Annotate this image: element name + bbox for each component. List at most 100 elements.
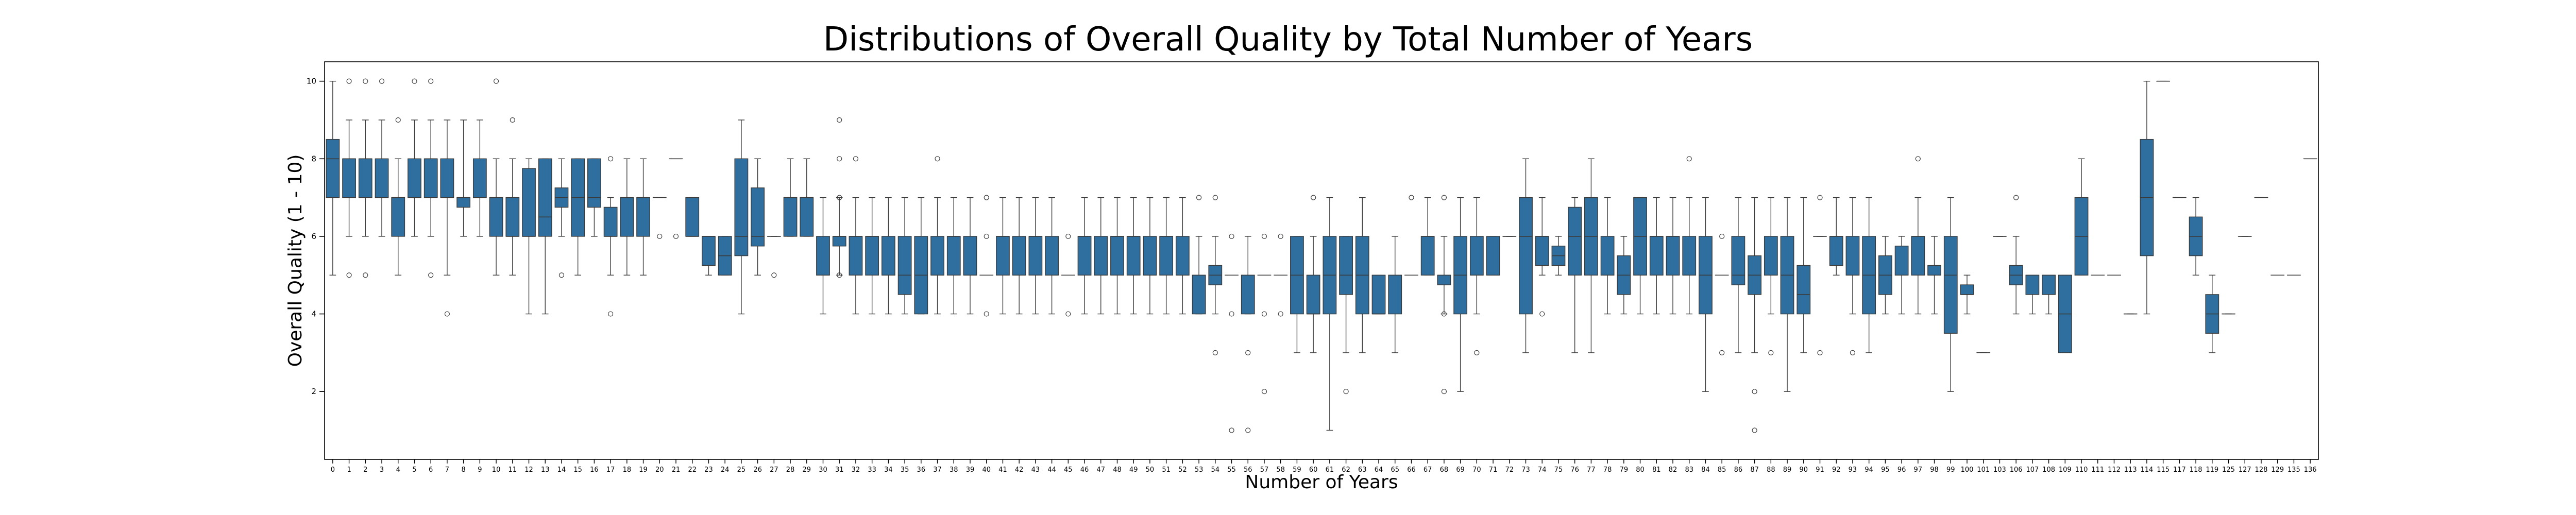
x-tick-label: 56	[1244, 466, 1252, 474]
x-tick-label: 32	[852, 466, 860, 474]
x-tick-label: 59	[1293, 466, 1301, 474]
box	[1764, 236, 1778, 276]
outlier-point	[412, 78, 417, 84]
outlier-point	[1229, 233, 1234, 239]
x-tick-label: 93	[1849, 466, 1857, 474]
x-tick-label: 13	[541, 466, 550, 474]
x-tick-label: 61	[1326, 466, 1334, 474]
x-tick-label: 27	[770, 466, 778, 474]
x-tick-label: 12	[524, 466, 533, 474]
x-tick-label: 100	[1961, 466, 1974, 474]
outlier-point	[493, 78, 499, 84]
outlier-point	[1245, 427, 1251, 433]
y-axis: 2 4 6 8 10	[307, 77, 325, 396]
box	[408, 158, 421, 198]
x-tick-label: 110	[2075, 466, 2088, 474]
x-tick-label: 69	[1456, 466, 1465, 474]
outlier-point	[346, 272, 352, 278]
box	[1943, 236, 1958, 334]
x-tick-label: 113	[2124, 466, 2137, 474]
x-axis: 0 1 2 3 4 5 6 7 8 9 10 11 12 13 14 15 16 17 18 19 20 21 22 23 24…	[331, 459, 2317, 474]
x-tick-label: 57	[1260, 466, 1269, 474]
x-tick-label: 65	[1391, 466, 1399, 474]
outlier-point	[1196, 195, 1202, 200]
box	[1829, 236, 1843, 266]
box	[897, 236, 912, 295]
x-tick-label: 129	[2271, 466, 2284, 474]
box	[603, 207, 618, 237]
outlier-point	[1278, 311, 1283, 317]
x-tick-label: 52	[1178, 466, 1187, 474]
box	[391, 197, 405, 237]
box	[1437, 274, 1451, 285]
outlier-point	[837, 272, 842, 278]
x-tick-label: 9	[478, 466, 482, 474]
box	[1420, 236, 1435, 276]
x-tick-label: 7	[445, 466, 449, 474]
x-tick-label: 125	[2222, 466, 2235, 474]
x-tick-label: 10	[492, 466, 501, 474]
box	[1731, 236, 1745, 285]
box	[1519, 197, 1533, 315]
outlier-point	[1817, 350, 1823, 355]
box	[1600, 236, 1615, 276]
outlier-point	[1752, 389, 1757, 394]
box	[522, 168, 536, 237]
box	[963, 236, 977, 276]
box	[358, 158, 372, 198]
x-tick-label: 127	[2239, 466, 2251, 474]
x-tick-label: 83	[1685, 466, 1693, 474]
x-tick-label: 2	[363, 466, 367, 474]
x-tick-label: 34	[884, 466, 893, 474]
outlier-point	[837, 195, 842, 200]
x-tick-label: 17	[606, 466, 615, 474]
outlier-point	[1441, 389, 1447, 394]
x-tick-label: 77	[1587, 466, 1596, 474]
outlier-point	[346, 78, 352, 84]
box	[1845, 236, 1860, 276]
outlier-point	[1278, 233, 1283, 239]
x-tick-label: 78	[1603, 466, 1612, 474]
y-tick-label: 6	[311, 232, 316, 241]
box	[849, 236, 863, 276]
x-tick-label: 37	[933, 466, 942, 474]
box	[783, 197, 798, 237]
outlier-point	[1441, 311, 1447, 317]
x-tick-label: 136	[2304, 466, 2317, 474]
x-tick-label: 51	[1162, 466, 1171, 474]
box	[326, 139, 340, 198]
x-tick-label: 6	[429, 466, 433, 474]
box	[1339, 236, 1353, 295]
outlier-point	[1229, 311, 1234, 317]
outlier-point	[673, 233, 679, 239]
outlier-point	[1311, 195, 1316, 200]
box	[751, 187, 765, 247]
x-tick-label: 15	[573, 466, 582, 474]
x-tick-label: 48	[1113, 466, 1122, 474]
x-tick-label: 112	[2108, 466, 2121, 474]
x-tick-label: 62	[1342, 466, 1350, 474]
box	[1192, 274, 1206, 315]
plot-frame	[324, 61, 2319, 460]
outlier-point	[363, 78, 368, 84]
box	[816, 236, 830, 276]
outlier-point	[1915, 156, 1921, 162]
x-tick-label: 5	[412, 466, 416, 474]
outlier-point	[1245, 350, 1251, 355]
outlier-point	[984, 311, 989, 317]
x-tick-label: 103	[1993, 466, 2006, 474]
x-tick-label: 50	[1146, 466, 1155, 474]
box	[1159, 236, 1174, 276]
x-tick-label: 91	[1816, 466, 1824, 474]
x-tick-label: 80	[1636, 466, 1645, 474]
box	[1175, 236, 1190, 276]
outlier-point	[1768, 350, 1774, 355]
box	[423, 158, 438, 198]
x-tick-label: 49	[1129, 466, 1138, 474]
box	[538, 158, 552, 237]
outlier-point	[428, 272, 434, 278]
x-tick-label: 66	[1407, 466, 1416, 474]
x-tick-label: 29	[803, 466, 811, 474]
outlier-point	[1686, 156, 1692, 162]
box	[1469, 236, 1484, 276]
